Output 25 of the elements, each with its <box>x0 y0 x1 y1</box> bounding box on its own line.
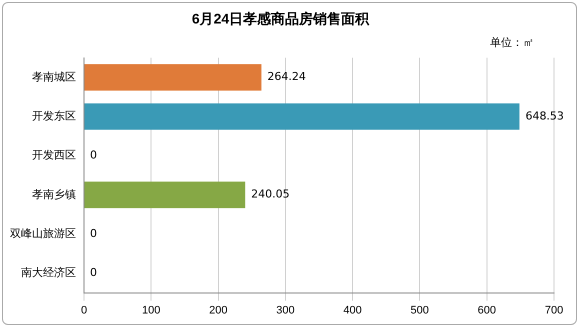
y-tick-label: 开发东区 <box>32 110 76 123</box>
data-label: 264.24 <box>267 70 306 84</box>
x-tick-label: 100 <box>142 304 160 316</box>
x-tick-label: 500 <box>410 304 429 316</box>
x-tick-label: 200 <box>209 304 228 316</box>
bar <box>84 182 246 208</box>
text: 单位：㎡ <box>490 36 534 49</box>
y-tick-label: 孝南城区 <box>32 70 76 84</box>
x-tick-label: 600 <box>478 304 496 316</box>
data-label: 648.53 <box>525 109 564 122</box>
y-tick-label: 南大经济区 <box>21 266 76 280</box>
x-tick-label: 0 <box>80 304 88 316</box>
y-tick-label: 双峰山旅游区 <box>10 227 76 240</box>
data-label: 0 <box>90 148 97 162</box>
y-tick-label: 开发西区 <box>32 150 76 162</box>
data-label: 0 <box>90 266 97 280</box>
bar <box>84 64 262 91</box>
x-tick-label: 300 <box>276 304 295 316</box>
data-label: 240.05 <box>251 188 290 201</box>
x-tick-label: 700 <box>544 304 564 316</box>
data-label: 0 <box>90 226 97 240</box>
chart-title: 6月24日孝感商品房销售面积 <box>192 10 370 26</box>
bar <box>84 103 520 130</box>
x-tick-label: 400 <box>343 304 362 316</box>
y-tick-label: 孝南乡镇 <box>32 188 76 201</box>
